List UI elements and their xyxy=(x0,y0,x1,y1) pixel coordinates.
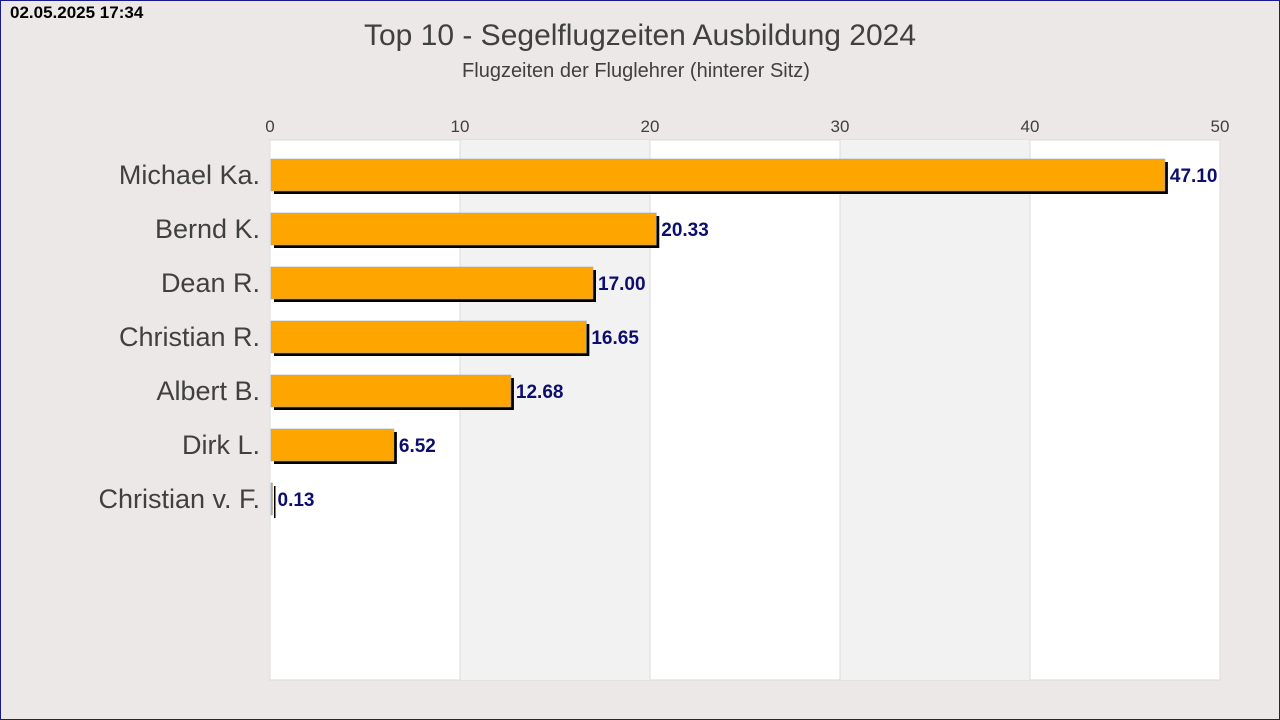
value-labels: 47.10 20.33 17.00 16.65 12.68 6.52 0.13 xyxy=(278,166,1218,511)
bar xyxy=(270,428,395,462)
x-tick-label: 20 xyxy=(641,117,660,136)
x-tick-label: 40 xyxy=(1021,117,1040,136)
bar xyxy=(270,158,1166,192)
bar xyxy=(270,266,594,300)
value-label: 17.00 xyxy=(598,274,646,295)
bar-shadow xyxy=(274,486,276,518)
bars xyxy=(270,158,1168,518)
value-label: 16.65 xyxy=(591,328,639,349)
value-label: 0.13 xyxy=(278,490,315,511)
category-label: Albert B. xyxy=(156,376,260,406)
category-label: Michael Ka. xyxy=(119,160,260,190)
x-tick-label: 30 xyxy=(831,117,850,136)
bar xyxy=(270,482,273,516)
chart-title: Top 10 - Segelflugzeiten Ausbildung 2024 xyxy=(363,19,917,52)
value-label: 20.33 xyxy=(661,220,709,241)
chart-subtitle: Flugzeiten der Fluglehrer (hinterer Sitz… xyxy=(462,60,810,82)
category-label: Dean R. xyxy=(161,268,260,298)
category-label: Christian R. xyxy=(119,322,260,352)
x-tick-label: 50 xyxy=(1211,117,1230,136)
bar xyxy=(270,374,512,408)
value-label: 47.10 xyxy=(1170,166,1218,187)
category-label: Dirk L. xyxy=(182,430,260,460)
x-axis-ticks: 0 10 20 30 40 50 xyxy=(265,117,1229,136)
value-label: 12.68 xyxy=(516,382,564,403)
category-label: Christian v. F. xyxy=(98,484,260,514)
x-tick-label: 0 xyxy=(265,117,274,136)
grid-band xyxy=(840,140,1030,680)
category-labels: Michael Ka. Bernd K. Dean R. Christian R. Al… xyxy=(98,160,260,514)
value-label: 6.52 xyxy=(399,436,436,457)
x-tick-label: 10 xyxy=(451,117,470,136)
timestamp: 02.05.2025 17:34 xyxy=(10,3,144,22)
bar xyxy=(270,212,657,246)
bar xyxy=(270,320,587,354)
category-label: Bernd K. xyxy=(155,214,260,244)
